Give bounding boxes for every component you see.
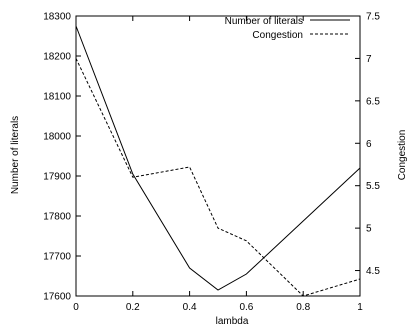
x-tick-label: 0.8 [296,302,310,313]
x-tick-label: 0.2 [126,302,140,313]
right-y-tick-label: 5.5 [366,181,380,192]
series-line-literals [75,25,361,291]
right-y-tick-label: 7.5 [366,12,380,23]
legend: Number of literals Congestion [225,16,350,41]
legend-label-literals: Number of literals [225,16,303,27]
plot-frame [75,15,361,297]
x-axis-title: lambda [216,316,249,327]
right-y-tick-label: 5 [366,224,372,235]
right-y-tick-label: 6 [366,139,372,150]
axis-ticks: 0 0.2 0.4 0.6 0.8 1 17600 17700 17800 17900 18000 1… [43,12,380,314]
right-y-tick-label: 4.5 [366,266,380,277]
x-tick-label: 0.6 [239,302,253,313]
left-y-tick-label: 17700 [43,252,71,263]
left-y-tick-label: 17800 [43,212,71,223]
right-y-axis-title: Congestion [397,130,408,181]
left-y-tick-label: 18200 [43,52,71,63]
series-lines [75,25,361,297]
series-line-congestion [75,58,361,297]
right-y-tick-label: 6.5 [366,96,380,107]
left-y-axis-title: Number of literals [10,116,21,194]
left-y-tick-label: 18000 [43,132,71,143]
left-y-tick-label: 17900 [43,172,71,183]
left-y-tick-label: 18300 [43,12,71,23]
left-y-tick-label: 17600 [43,292,71,303]
legend-label-congestion: Congestion [252,30,303,41]
x-tick-label: 0.4 [183,302,197,313]
x-tick-label: 0 [73,302,79,313]
left-y-tick-label: 18100 [43,92,71,103]
right-y-tick-label: 7 [366,54,372,65]
x-tick-label: 1 [357,302,363,313]
axis-labels: lambda Number of literals Congestion [10,116,408,327]
plot-area [75,15,361,297]
